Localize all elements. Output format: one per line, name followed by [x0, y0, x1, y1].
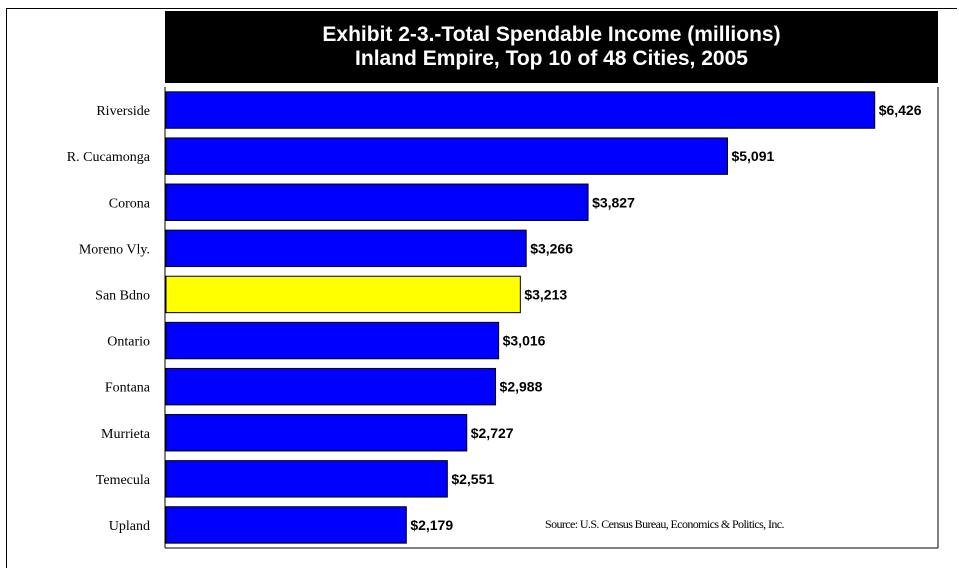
chart-title: Exhibit 2-3.-Total Spendable Income (mil… — [322, 23, 781, 46]
bar — [165, 460, 448, 498]
bar — [165, 506, 407, 544]
value-label: $5,091 — [731, 148, 774, 164]
value-label: $3,213 — [524, 286, 567, 302]
source-note: Source: U.S. Census Bureau, Economics & … — [545, 517, 785, 531]
category-label: Ontario — [107, 335, 150, 350]
category-label: Riverside — [96, 104, 150, 119]
value-label: $2,179 — [410, 517, 453, 533]
chart-subtitle: Inland Empire, Top 10 of 48 Cities, 2005 — [355, 47, 748, 70]
value-label: $2,551 — [451, 471, 494, 487]
category-label: Temecula — [96, 473, 151, 488]
category-label: Fontana — [105, 381, 151, 396]
value-label: $3,266 — [530, 240, 573, 256]
value-label: $3,827 — [592, 194, 635, 210]
bar — [165, 367, 497, 406]
category-label: Corona — [109, 196, 151, 211]
value-label: $2,727 — [471, 425, 514, 441]
bar — [165, 229, 527, 268]
bar — [165, 275, 521, 314]
value-label: $2,988 — [500, 379, 543, 395]
value-label: $3,016 — [503, 333, 546, 349]
category-label: San Bdno — [95, 288, 150, 303]
bar — [165, 91, 876, 129]
bar — [165, 414, 468, 452]
value-label: $6,426 — [879, 102, 922, 118]
bar — [165, 321, 500, 360]
bar — [165, 183, 589, 221]
chart-frame — [6, 8, 957, 568]
category-label: Murrieta — [101, 427, 151, 442]
chart-title-box: Exhibit 2-3.-Total Spendable Income (mil… — [165, 11, 938, 83]
bar — [165, 137, 728, 175]
category-label: Moreno Vly. — [79, 242, 150, 257]
category-label: Upland — [109, 519, 150, 534]
category-label: R. Cucamonga — [67, 150, 151, 165]
